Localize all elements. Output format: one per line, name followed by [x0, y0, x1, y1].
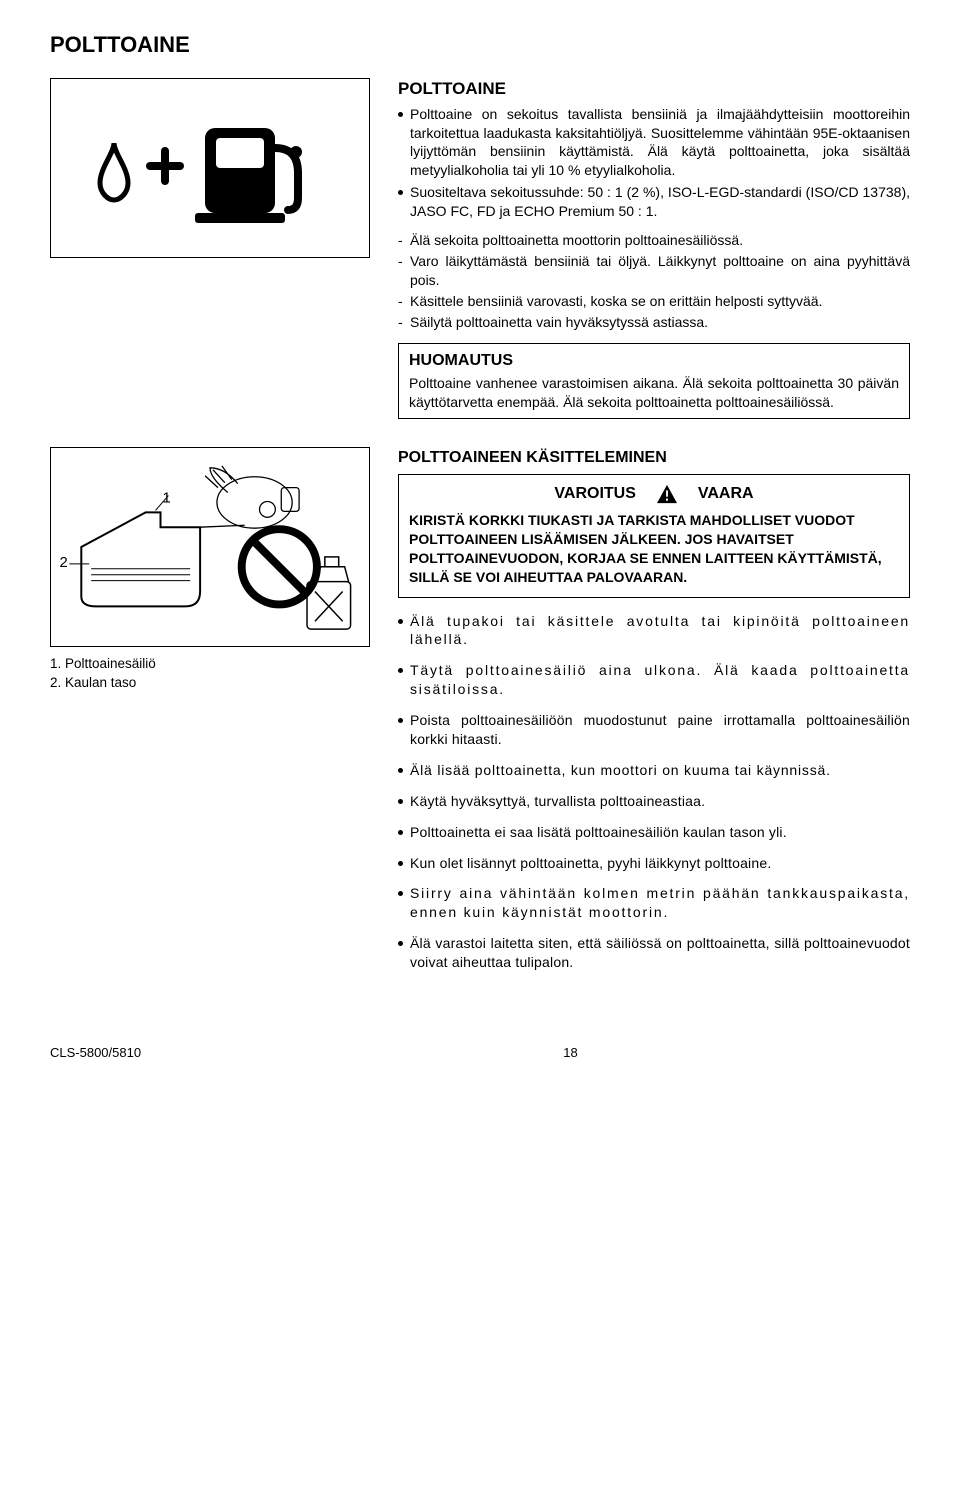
bullet-item: Täytä polttoainesäiliö aina ulkona. Älä …: [398, 661, 910, 699]
warning-header: VAROITUS VAARA: [409, 483, 899, 505]
bullet-item: Kun olet lisännyt polttoainetta, pyyhi l…: [398, 854, 910, 873]
notice-body: Polttoaine vanhenee varastoimisen aikana…: [409, 374, 899, 412]
bullet-item: Suositeltava sekoitussuhde: 50 : 1 (2 %)…: [398, 183, 910, 221]
footer-page-number: 18: [563, 1044, 577, 1062]
figure-legend: 1. Polttoainesäiliö 2. Kaulan taso: [50, 655, 370, 692]
fuel-text: POLTTOAINE Polttoaine on sekoitus tavall…: [398, 78, 910, 419]
figure-box: 1 2: [50, 447, 370, 647]
warning-label-right: VAARA: [698, 483, 754, 505]
dash-item: Käsittele bensiiniä varovasti, koska se …: [398, 292, 910, 311]
page-title: POLTTOAINE: [50, 30, 910, 60]
handling-bullets: Älä tupakoi tai käsittele avotulta tai k…: [398, 612, 910, 972]
section-handling: 1 2: [50, 447, 910, 984]
legend-item: 2. Kaulan taso: [50, 674, 370, 692]
prohibition-icon: [242, 529, 317, 604]
warning-body: KIRISTÄ KORKKI TIUKASTI JA TARKISTA MAHD…: [409, 511, 899, 587]
handling-text: POLTTOAINEEN KÄSITTELEMINEN VAROITUS VAA…: [398, 447, 910, 984]
fuel-plus-pump-icon: [70, 98, 350, 238]
bullet-item: Älä lisää polttoainetta, kun moottori on…: [398, 761, 910, 780]
bullet-item: Poista polttoainesäiliöön muodostunut pa…: [398, 711, 910, 749]
dash-item: Säilytä polttoainetta vain hyväksytyssä …: [398, 313, 910, 332]
legend-item: 1. Polttoainesäiliö: [50, 655, 370, 673]
bullet-item: Käytä hyväksyttyä, turvallista polttoain…: [398, 792, 910, 811]
warning-triangle-icon: [656, 484, 678, 504]
fuel-bullets: Polttoaine on sekoitus tavallista bensii…: [398, 105, 910, 221]
section-heading: POLTTOAINE: [398, 78, 910, 101]
callout-2: 2: [60, 555, 68, 571]
notice-title: HUOMAUTUS: [409, 350, 899, 372]
figure-fuel-pictogram: [50, 78, 370, 419]
bullet-item: Älä tupakoi tai käsittele avotulta tai k…: [398, 612, 910, 650]
section-fuel: POLTTOAINE Polttoaine on sekoitus tavall…: [50, 78, 910, 419]
figure-box: [50, 78, 370, 258]
callout-1: 1: [162, 490, 170, 506]
dash-item: Varo läikyttämästä bensiiniä tai öljyä. …: [398, 252, 910, 290]
dash-item: Älä sekoita polttoainetta moottorin polt…: [398, 231, 910, 250]
figure-tank: 1 2: [50, 447, 370, 984]
handling-heading: POLTTOAINEEN KÄSITTELEMINEN: [398, 447, 910, 469]
bullet-item: Siirry aina vähintään kolmen metrin pääh…: [398, 884, 910, 922]
bullet-item: Polttoaine on sekoitus tavallista bensii…: [398, 105, 910, 181]
footer-model: CLS-5800/5810: [50, 1044, 141, 1062]
warning-box: VAROITUS VAARA KIRISTÄ KORKKI TIUKASTI J…: [398, 474, 910, 597]
bullet-item: Polttoainetta ei saa lisätä polttoainesä…: [398, 823, 910, 842]
fuel-dashes: Älä sekoita polttoainetta moottorin polt…: [398, 231, 910, 331]
bullet-item: Älä varastoi laitetta siten, että säiliö…: [398, 934, 910, 972]
notice-box: HUOMAUTUS Polttoaine vanhenee varastoimi…: [398, 343, 910, 418]
tank-illustration-icon: 1 2: [51, 448, 369, 646]
warning-label-left: VAROITUS: [554, 483, 635, 505]
page-footer: CLS-5800/5810 18: [50, 1044, 910, 1062]
